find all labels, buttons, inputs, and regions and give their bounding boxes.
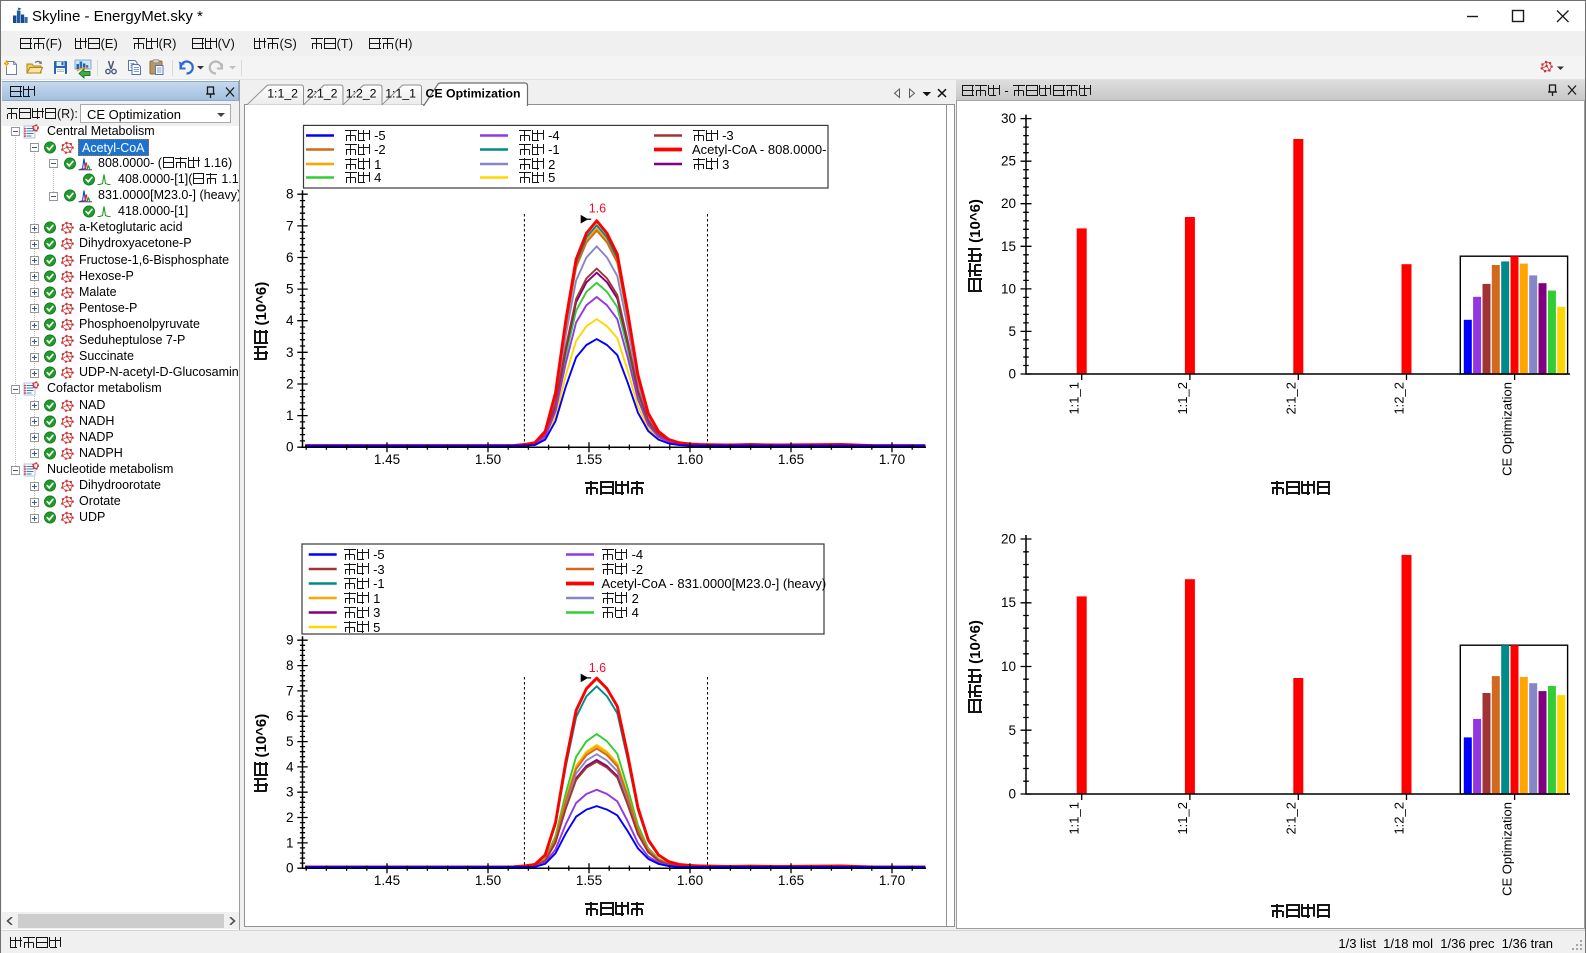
svg-text:CE Optimization: CE Optimization — [426, 87, 521, 101]
svg-text:15: 15 — [1001, 239, 1016, 254]
svg-text:1.50: 1.50 — [475, 873, 501, 888]
svg-text:30: 30 — [1001, 111, 1016, 126]
svg-text:1.70: 1.70 — [879, 452, 905, 467]
svg-text:1: 1 — [286, 408, 294, 423]
svg-text:5: 5 — [1008, 324, 1016, 339]
svg-text:2:1_2: 2:1_2 — [307, 87, 338, 101]
svg-text:2: 2 — [286, 376, 294, 391]
svg-text:25: 25 — [1001, 154, 1016, 169]
svg-text:1:1_1: 1:1_1 — [385, 87, 416, 101]
svg-text:5: 5 — [286, 734, 294, 749]
svg-text:CE Optimization: CE Optimization — [1500, 382, 1515, 476]
svg-text:CE Optimization: CE Optimization — [1500, 802, 1515, 896]
svg-text:1.65: 1.65 — [778, 873, 804, 888]
svg-text:1.6: 1.6 — [589, 202, 606, 216]
svg-text:5: 5 — [1008, 723, 1016, 738]
svg-text:6: 6 — [286, 709, 294, 724]
svg-text:1.60: 1.60 — [677, 873, 703, 888]
svg-text:1.55: 1.55 — [576, 452, 602, 467]
svg-text:1:1_2: 1:1_2 — [1175, 802, 1190, 835]
svg-text:2:1_2: 2:1_2 — [1283, 382, 1298, 415]
svg-text:1:1_2: 1:1_2 — [267, 87, 298, 101]
svg-text:0: 0 — [286, 861, 294, 876]
svg-text:1: 1 — [286, 835, 294, 850]
svg-text:6: 6 — [286, 250, 294, 265]
svg-text:1.45: 1.45 — [374, 873, 400, 888]
svg-text:8: 8 — [286, 658, 294, 673]
svg-text:8: 8 — [286, 187, 294, 202]
svg-text:2:1_2: 2:1_2 — [1283, 802, 1298, 835]
svg-text:1:2_2: 1:2_2 — [1392, 802, 1407, 835]
svg-text:15: 15 — [1001, 595, 1016, 610]
svg-text:20: 20 — [1001, 532, 1016, 547]
svg-text:1:1_1: 1:1_1 — [1067, 802, 1082, 835]
svg-text:1.6: 1.6 — [589, 661, 606, 675]
svg-text:2: 2 — [286, 810, 294, 825]
svg-text:1:2_2: 1:2_2 — [1392, 382, 1407, 415]
svg-text:1.55: 1.55 — [576, 873, 602, 888]
svg-text:4: 4 — [286, 759, 294, 774]
svg-text:3: 3 — [286, 785, 294, 800]
svg-text:0: 0 — [1008, 787, 1016, 802]
svg-text:7: 7 — [286, 218, 294, 233]
svg-text:1:1_1: 1:1_1 — [1067, 382, 1082, 415]
svg-text:9: 9 — [286, 633, 294, 648]
svg-text:1:1_2: 1:1_2 — [1175, 382, 1190, 415]
svg-text:0: 0 — [286, 440, 294, 455]
svg-text:4: 4 — [286, 313, 294, 328]
svg-text:1.45: 1.45 — [374, 452, 400, 467]
svg-text:1.50: 1.50 — [475, 452, 501, 467]
svg-text:1:2_2: 1:2_2 — [346, 87, 377, 101]
svg-text:7: 7 — [286, 683, 294, 698]
svg-text:1.70: 1.70 — [879, 873, 905, 888]
svg-text:1.65: 1.65 — [778, 452, 804, 467]
svg-text:5: 5 — [286, 282, 294, 297]
svg-text:10: 10 — [1001, 281, 1016, 296]
svg-text:0: 0 — [1008, 367, 1016, 382]
svg-text:20: 20 — [1001, 196, 1016, 211]
svg-text:10: 10 — [1001, 659, 1016, 674]
svg-text:3: 3 — [286, 345, 294, 360]
svg-text:1.60: 1.60 — [677, 452, 703, 467]
